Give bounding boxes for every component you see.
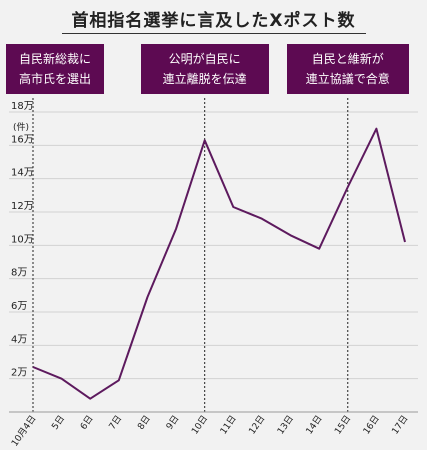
x-tick-label: 5日 xyxy=(50,413,67,431)
y-tick-label: 14万 xyxy=(11,168,34,179)
x-tick-label: 12日 xyxy=(247,413,268,436)
y-axis-unit: (件) xyxy=(13,121,29,133)
event-lines xyxy=(32,98,349,412)
annotation-takaichi: 自民新総裁に 高市氏を選出 xyxy=(6,44,104,94)
annotation-line: 高市氏を選出 xyxy=(18,72,91,86)
y-tick-label: 16万 xyxy=(11,134,34,145)
annotation-line: 自民と維新が xyxy=(311,52,384,66)
x-tick-label: 9日 xyxy=(164,413,181,431)
x-tick-label: 15日 xyxy=(332,413,353,436)
annotation-line: 公明が自民に xyxy=(168,52,241,66)
y-axis-labels: 2万 4万 6万 8万 10万 12万 14万 16万 18万 xyxy=(11,101,34,379)
series-line xyxy=(32,127,406,400)
x-tick-label: 7日 xyxy=(107,413,124,431)
y-tick-label: 6万 xyxy=(11,301,27,312)
annotation-line: 連立協議で合意 xyxy=(305,72,390,86)
y-tick-label: 12万 xyxy=(11,201,34,212)
y-tick-label: 18万 xyxy=(11,101,34,112)
y-tick-label: 8万 xyxy=(11,268,27,279)
annotation-komeito: 公明が自民に 連立離脱を伝達 xyxy=(140,44,269,94)
y-tick-label: 10万 xyxy=(11,234,34,245)
x-tick-label: 6日 xyxy=(78,413,95,431)
x-axis-labels: 10月4日 5日 6日 7日 8日 9日 10日 11日 12日 13日 14日 15日 16日 17日 xyxy=(9,413,410,448)
x-tick-label: 16日 xyxy=(361,413,382,436)
x-tick-label: 10月4日 xyxy=(9,413,38,448)
x-tick-label: 14日 xyxy=(304,413,325,436)
y-tick-label: 2万 xyxy=(11,368,27,379)
x-tick-label: 8日 xyxy=(135,413,152,431)
x-tick-label: 13日 xyxy=(275,413,296,436)
y-tick-label: 4万 xyxy=(11,334,27,345)
annotation-line: 連立離脱を伝達 xyxy=(162,72,247,86)
annotation-ishin: 自民と維新が 連立協議で合意 xyxy=(286,44,409,94)
x-tick-label: 11日 xyxy=(218,413,239,436)
chart-title: 首相指名選挙に言及したXポスト数 xyxy=(71,11,356,31)
grid-lines xyxy=(9,111,418,380)
annotation-line: 自民新総裁に xyxy=(18,52,91,66)
title-underline xyxy=(62,33,366,34)
x-tick-label: 10日 xyxy=(189,413,210,436)
x-tick-label: 17日 xyxy=(390,413,411,436)
